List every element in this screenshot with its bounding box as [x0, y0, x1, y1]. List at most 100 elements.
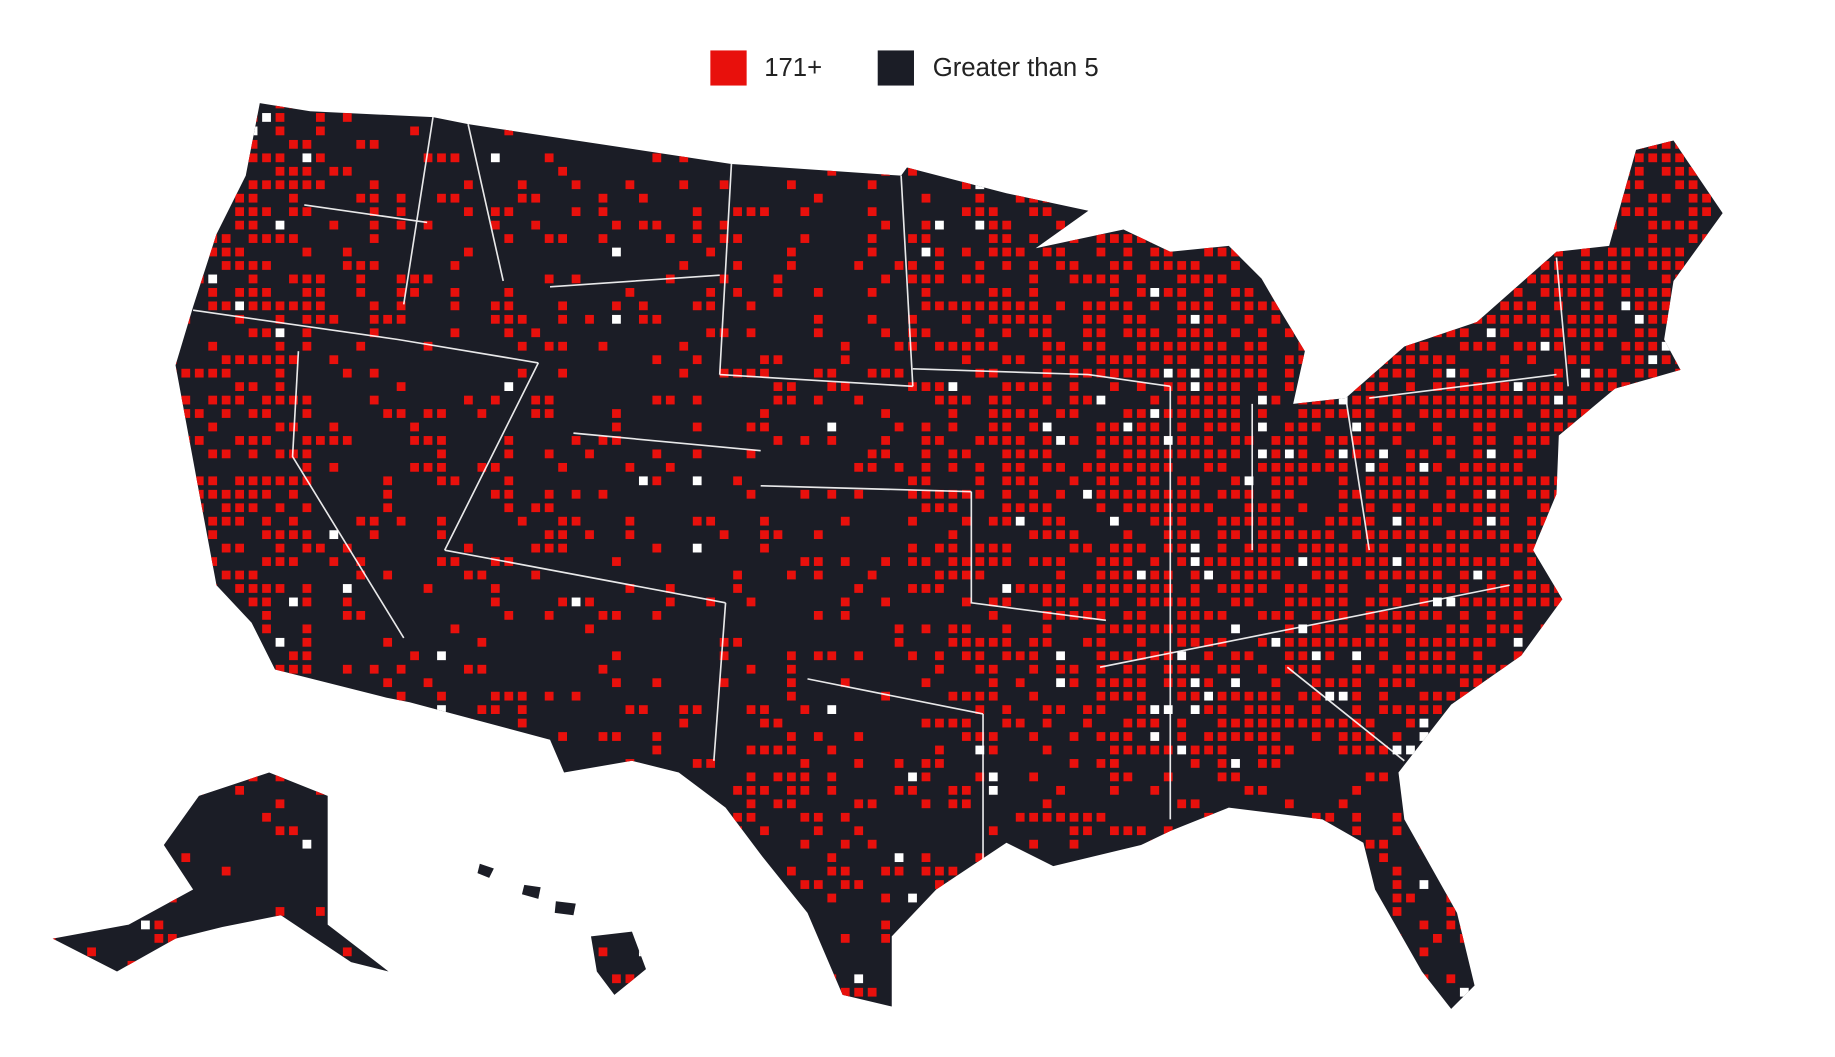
county-square: [1379, 584, 1388, 593]
legend-swatch: [877, 50, 914, 86]
county-square: [1204, 812, 1213, 822]
county-square: [289, 947, 298, 957]
county-square: [1271, 103, 1281, 109]
county-square: [706, 947, 716, 957]
county-square: [1204, 436, 1213, 445]
county-square: [1688, 705, 1698, 714]
county-square: [1056, 436, 1065, 445]
county-square: [1581, 691, 1590, 701]
county-square: [1419, 462, 1429, 472]
county-square: [1715, 247, 1723, 257]
county-square: [840, 355, 850, 365]
county-square: [1433, 637, 1442, 647]
county-square: [545, 1015, 554, 1024]
county-square: [464, 853, 473, 863]
county-square: [1136, 139, 1146, 149]
county-square: [87, 301, 96, 311]
county-square: [975, 732, 985, 741]
county-square: [571, 436, 581, 445]
county-square: [1729, 894, 1738, 903]
county-square: [531, 772, 541, 782]
county-square: [1675, 113, 1685, 122]
county-square: [1607, 422, 1617, 432]
county-square: [1204, 314, 1213, 324]
county-square: [1096, 678, 1106, 688]
county-square: [1661, 341, 1671, 351]
county-square: [181, 261, 191, 270]
county-square: [1433, 395, 1442, 405]
county-square: [1702, 974, 1711, 984]
county-square: [1729, 450, 1738, 459]
county-square: [1513, 220, 1523, 230]
county-square: [1150, 113, 1160, 122]
county-square: [1069, 974, 1079, 984]
county-square: [1311, 624, 1321, 634]
county-square: [1177, 180, 1187, 190]
county-square: [894, 866, 904, 876]
county-square: [706, 139, 716, 149]
county-square: [1177, 301, 1187, 311]
county-square: [1015, 301, 1025, 311]
county-square: [1433, 651, 1442, 661]
county-square: [154, 382, 164, 391]
county-square: [504, 489, 514, 499]
county-square: [1365, 907, 1375, 916]
county-square: [342, 611, 352, 620]
county-square: [154, 826, 164, 836]
county-square: [114, 409, 123, 418]
county-square: [1621, 103, 1631, 109]
county-square: [1029, 651, 1039, 661]
county-square: [1675, 180, 1685, 190]
county-square: [235, 624, 245, 634]
county-square: [437, 785, 446, 795]
county-square: [1486, 611, 1496, 620]
county-square: [1486, 247, 1496, 257]
county-square: [342, 705, 352, 714]
county-square: [988, 920, 998, 930]
county-square: [1446, 920, 1456, 930]
county-square: [52, 974, 56, 984]
county-square: [1486, 382, 1496, 391]
county-square: [1352, 153, 1362, 163]
county-square: [1258, 462, 1267, 472]
county-square: [1136, 436, 1146, 445]
county-square: [73, 826, 83, 836]
county-square: [585, 826, 594, 836]
county-square: [87, 139, 96, 149]
county-square: [1177, 651, 1187, 661]
county-square: [1177, 624, 1187, 634]
county-square: [1298, 314, 1308, 324]
county-square: [1581, 664, 1590, 674]
county-square: [1486, 785, 1496, 795]
county-square: [1473, 395, 1483, 405]
county-square: [1433, 193, 1442, 203]
county-square: [1365, 503, 1375, 513]
county-square: [921, 234, 931, 243]
county-square: [988, 368, 998, 378]
county-square: [1244, 301, 1254, 311]
county-square: [464, 745, 473, 755]
county-square: [1083, 880, 1092, 889]
county-square: [895, 1015, 904, 1024]
county-square: [1177, 314, 1187, 324]
county-square: [1311, 530, 1321, 540]
county-square: [396, 516, 406, 526]
county-square: [1136, 234, 1146, 243]
county-square: [490, 799, 500, 809]
county-square: [1459, 705, 1469, 714]
county-square: [1136, 503, 1146, 513]
county-square: [706, 759, 716, 768]
county-square: [1190, 530, 1200, 540]
county-square: [383, 570, 393, 580]
legend-swatch: [710, 50, 747, 86]
county-square: [167, 960, 177, 970]
county-square: [1406, 570, 1415, 580]
county-square: [1069, 355, 1079, 365]
county-square: [1365, 314, 1375, 324]
county-square: [1392, 678, 1402, 688]
county-square: [1123, 422, 1133, 432]
county-square: [1042, 530, 1052, 540]
county-square: [1540, 207, 1550, 217]
county-square: [1607, 543, 1617, 553]
county-square: [1042, 449, 1052, 459]
